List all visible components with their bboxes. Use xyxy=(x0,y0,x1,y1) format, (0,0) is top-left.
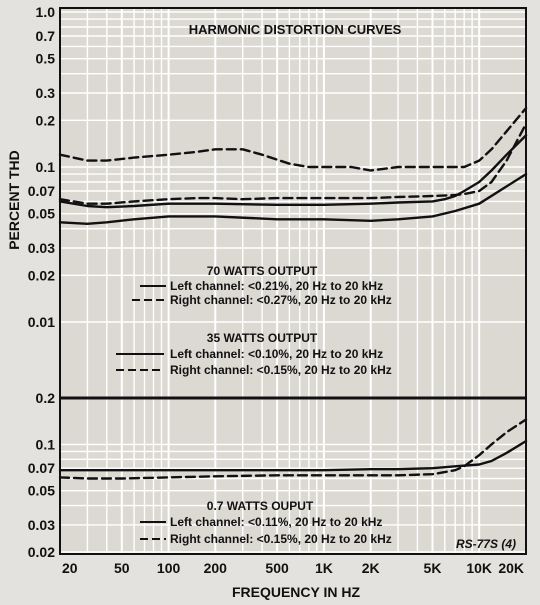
x-tick-label: 100 xyxy=(157,560,181,576)
upper-y-tick-label: 0.01 xyxy=(28,314,55,330)
upper-y-tick-labels: 1.0 0.7 0.5 0.3 0.2 0.1 0.07 0.05 0.03 0.02 0.01 xyxy=(28,4,55,330)
upper-series-dashed-line xyxy=(58,122,528,205)
x-tick-label: 2K xyxy=(362,560,380,576)
lower-y-tick-label: 0.05 xyxy=(28,483,55,499)
legend-35w: 35 WATTS OUTPUT Left channel: <0.10%, 20… xyxy=(116,331,392,377)
chart-title: HARMONIC DISTORTION CURVES xyxy=(189,22,402,37)
y-axis-label: PERCENT THD xyxy=(6,150,22,250)
upper-series-dashed-line xyxy=(58,106,528,172)
upper-y-tick-label: 0.07 xyxy=(28,183,55,199)
plot-frame xyxy=(59,7,527,555)
upper-y-tick-label: 0.1 xyxy=(36,159,56,175)
lower-y-tick-label: 0.2 xyxy=(36,390,56,406)
lower-y-tick-label: 0.02 xyxy=(28,544,55,560)
legend-07w-heading: 0.7 WATTS OUPUT xyxy=(207,499,314,513)
x-tick-label: 5K xyxy=(424,560,442,576)
x-axis-label: FREQUENCY IN HZ xyxy=(232,584,361,600)
upper-y-tick-label: 0.3 xyxy=(36,85,56,101)
legend-07w-left-label: Left channel: <0.11%, 20 Hz to 20 kHz xyxy=(170,515,382,529)
lower-y-tick-label: 0.1 xyxy=(36,436,56,452)
lower-grid xyxy=(59,397,527,554)
x-tick-label: 20 xyxy=(62,560,78,576)
lower-series-solid-line xyxy=(58,439,528,472)
legend-07w-right-label: Right channel: <0.15%, 20 Hz to 20 kHz xyxy=(170,532,392,546)
lower-series-dashed-line xyxy=(58,418,528,480)
lower-y-tick-labels: 0.2 0.1 0.07 0.05 0.03 0.02 xyxy=(28,390,55,560)
x-tick-label: 10K xyxy=(466,560,492,576)
series-layer xyxy=(58,106,528,480)
upper-y-tick-label: 1.0 xyxy=(36,4,56,20)
legend-07w: 0.7 WATTS OUPUT Left channel: <0.11%, 20… xyxy=(140,499,392,546)
x-tick-label: 1K xyxy=(315,560,333,576)
x-tick-label: 200 xyxy=(204,560,228,576)
upper-y-tick-label: 0.05 xyxy=(28,206,55,222)
x-tick-label: 20K xyxy=(498,560,524,576)
lower-y-tick-label: 0.07 xyxy=(28,460,55,476)
upper-series-solid-line xyxy=(58,134,528,209)
upper-series-solid-line xyxy=(58,172,528,226)
x-tick-label: 500 xyxy=(265,560,289,576)
lower-y-tick-label: 0.03 xyxy=(28,517,55,533)
legend-70w: 70 WATTS OUTPUT Left channel: <0.21%, 20… xyxy=(132,264,392,307)
legend-35w-heading: 35 WATTS OUTPUT xyxy=(207,331,318,345)
x-tick-labels: 20 50 100 200 500 1K 2K 5K 10K 20K xyxy=(62,560,524,576)
legend-35w-right-label: Right channel: <0.15%, 20 Hz to 20 kHz xyxy=(170,363,392,377)
upper-y-tick-label: 0.5 xyxy=(36,51,56,67)
x-tick-label: 50 xyxy=(114,560,130,576)
upper-y-tick-label: 0.2 xyxy=(36,112,56,128)
legend-35w-left-label: Left channel: <0.10%, 20 Hz to 20 kHz xyxy=(170,347,383,361)
legend-70w-heading: 70 WATTS OUTPUT xyxy=(207,264,318,278)
figure-reference-note: RS-77S (4) xyxy=(456,537,516,551)
upper-y-tick-label: 0.7 xyxy=(36,28,56,44)
legend-70w-left-label: Left channel: <0.21%, 20 Hz to 20 kHz xyxy=(170,279,383,293)
upper-y-tick-label: 0.02 xyxy=(28,267,55,283)
legend-70w-right-label: Right channel: <0.27%, 20 Hz to 20 kHz xyxy=(170,293,392,307)
upper-y-tick-label: 0.03 xyxy=(28,240,55,256)
